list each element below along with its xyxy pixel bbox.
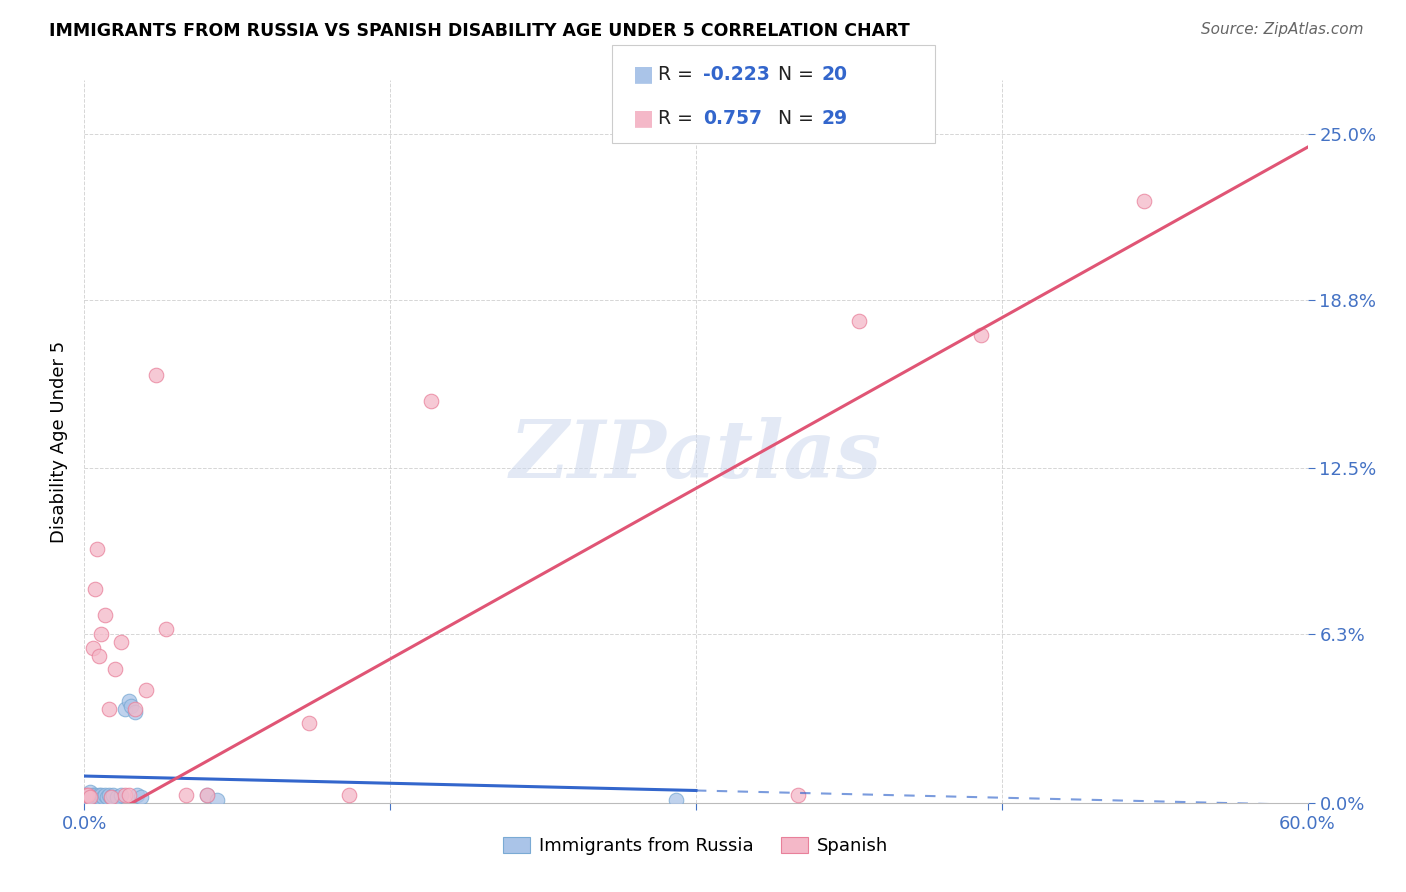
Point — [75, 788, 97, 802]
Point — [124, 702, 146, 716]
Point — [1133, 194, 1156, 208]
Point — [105, 790, 128, 805]
Point — [97, 702, 120, 716]
Text: N =: N = — [778, 109, 820, 128]
Y-axis label: Disability Age Under 5: Disability Age Under 5 — [49, 341, 67, 542]
Text: ■: ■ — [633, 109, 654, 128]
Point — [82, 788, 104, 802]
Point — [118, 694, 141, 708]
Text: N =: N = — [778, 64, 820, 84]
Point — [124, 705, 146, 719]
Text: R =: R = — [658, 64, 699, 84]
Point — [205, 793, 228, 807]
Point — [77, 788, 100, 802]
Point — [174, 788, 197, 802]
Point — [848, 314, 870, 328]
Text: ■: ■ — [633, 64, 654, 84]
Point — [91, 790, 114, 805]
Point — [665, 793, 688, 807]
Text: ZIPatlas: ZIPatlas — [510, 417, 882, 495]
Text: -0.223: -0.223 — [703, 64, 770, 84]
Point — [420, 394, 443, 409]
Point — [90, 627, 112, 641]
Point — [79, 785, 101, 799]
Point — [97, 788, 120, 802]
Text: 29: 29 — [821, 109, 848, 128]
Point — [118, 788, 141, 802]
Point — [127, 788, 149, 802]
Point — [110, 635, 132, 649]
Text: 0.757: 0.757 — [703, 109, 762, 128]
Text: IMMIGRANTS FROM RUSSIA VS SPANISH DISABILITY AGE UNDER 5 CORRELATION CHART: IMMIGRANTS FROM RUSSIA VS SPANISH DISABI… — [49, 22, 910, 40]
Point — [120, 699, 142, 714]
Point — [195, 788, 218, 802]
Point — [155, 622, 177, 636]
Point — [104, 662, 127, 676]
Point — [87, 788, 110, 802]
Text: R =: R = — [658, 109, 699, 128]
Point — [787, 788, 810, 802]
Point — [145, 368, 167, 382]
Point — [93, 608, 115, 623]
Point — [195, 788, 218, 802]
Point — [298, 715, 321, 730]
Point — [114, 702, 136, 716]
Point — [339, 788, 361, 802]
Text: 20: 20 — [821, 64, 846, 84]
Point — [82, 640, 104, 655]
Point — [970, 327, 993, 342]
Point — [114, 788, 136, 802]
Point — [135, 683, 157, 698]
Point — [87, 790, 110, 805]
Point — [83, 790, 105, 805]
Point — [101, 788, 124, 802]
Point — [82, 790, 104, 805]
Point — [75, 788, 97, 802]
Point — [79, 790, 101, 805]
Point — [110, 788, 132, 802]
Point — [77, 790, 100, 805]
Point — [87, 648, 110, 663]
Point — [100, 790, 122, 805]
Text: Source: ZipAtlas.com: Source: ZipAtlas.com — [1201, 22, 1364, 37]
Point — [83, 788, 105, 802]
Point — [93, 788, 115, 802]
Point — [131, 790, 153, 805]
Point — [86, 790, 108, 805]
Legend: Immigrants from Russia, Spanish: Immigrants from Russia, Spanish — [496, 830, 896, 863]
Point — [83, 582, 105, 596]
Point — [86, 541, 108, 556]
Point — [96, 790, 118, 805]
Point — [79, 793, 101, 807]
Point — [90, 788, 112, 802]
Point — [100, 790, 122, 805]
